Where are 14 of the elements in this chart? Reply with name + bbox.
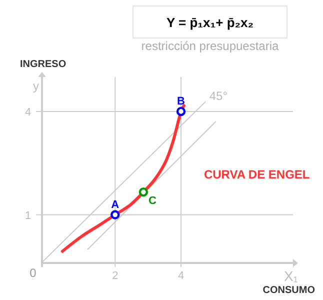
y-axis-title: INGRESO <box>20 59 66 70</box>
chart-subtitle: restricción presupuestaria <box>141 39 280 53</box>
x-tick-label: 2 <box>112 270 118 282</box>
series-label: A <box>111 198 120 211</box>
text: X₁ <box>284 268 298 284</box>
text: y <box>33 79 39 93</box>
series-label: C <box>148 195 156 208</box>
text: CURVA DE ENGEL <box>204 167 310 182</box>
chart-title: Y = p̄₁x₁+ p̄₂x₂ <box>166 15 254 30</box>
y-tick-label: 1 <box>24 210 32 222</box>
series-label: 45° <box>209 88 228 103</box>
text: 0 <box>30 266 37 280</box>
series-label: B <box>177 95 186 108</box>
x-axis-title: CONSUMO <box>262 285 316 296</box>
